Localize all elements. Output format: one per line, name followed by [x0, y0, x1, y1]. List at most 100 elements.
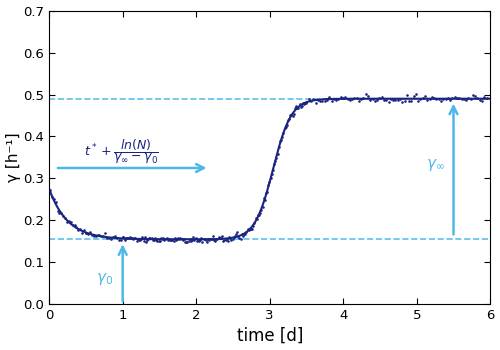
Point [167, 237, 175, 243]
Point [164, 237, 172, 243]
Point [189, 234, 197, 240]
Point [74, 228, 82, 233]
Point [376, 96, 384, 101]
Point [240, 232, 248, 237]
Point [217, 236, 225, 241]
Point [236, 235, 244, 240]
Point [170, 236, 178, 241]
Point [312, 101, 320, 106]
Point [254, 212, 262, 218]
Point [149, 237, 157, 243]
Point [152, 237, 160, 242]
Point [480, 94, 488, 99]
Point [146, 235, 154, 241]
Point [234, 233, 242, 238]
Point [222, 236, 230, 242]
Point [118, 234, 126, 240]
Point [202, 237, 210, 243]
Point [458, 96, 466, 101]
Point [276, 138, 284, 144]
Point [460, 96, 468, 101]
Point [61, 215, 69, 221]
Point [170, 238, 177, 244]
Point [326, 94, 334, 100]
Point [232, 231, 240, 236]
Point [159, 235, 167, 241]
Point [196, 237, 204, 243]
Point [98, 233, 106, 238]
Point [293, 105, 301, 111]
Point [172, 237, 180, 243]
Point [174, 236, 182, 241]
Point [162, 236, 170, 242]
Point [272, 159, 280, 164]
Point [371, 98, 379, 104]
Point [416, 97, 424, 102]
Point [220, 238, 228, 244]
Point [318, 99, 326, 104]
Point [92, 233, 100, 239]
Point [176, 236, 184, 241]
Point [96, 233, 104, 238]
Point [389, 98, 397, 103]
Point [206, 236, 214, 241]
Point [434, 96, 442, 102]
Point [154, 239, 162, 244]
Point [274, 145, 282, 150]
Point [283, 122, 291, 128]
Point [54, 208, 62, 213]
Point [302, 99, 310, 105]
Text: $\gamma_0$: $\gamma_0$ [96, 271, 113, 287]
Point [255, 212, 263, 218]
Point [195, 238, 203, 244]
Point [268, 171, 276, 177]
Point [250, 223, 258, 229]
Point [258, 208, 266, 213]
Point [144, 236, 152, 241]
Point [355, 98, 363, 103]
Point [366, 97, 374, 103]
Point [320, 98, 328, 104]
Point [126, 234, 134, 240]
Point [113, 236, 121, 241]
Point [410, 93, 418, 98]
Point [67, 220, 75, 225]
Point [228, 237, 236, 242]
Point [200, 236, 207, 241]
Text: $t^* + \dfrac{\mathit{ln}(N)}{\gamma_\infty - \gamma_0}$: $t^* + \dfrac{\mathit{ln}(N)}{\gamma_\in… [84, 137, 158, 166]
Point [450, 94, 458, 100]
Y-axis label: γ [h⁻¹]: γ [h⁻¹] [6, 133, 20, 182]
Point [396, 96, 404, 101]
Point [426, 96, 434, 102]
Point [350, 96, 358, 101]
Point [184, 238, 192, 244]
Point [151, 235, 159, 240]
Point [150, 237, 158, 243]
Point [346, 97, 354, 103]
Point [173, 237, 181, 242]
Point [360, 96, 368, 101]
Point [387, 96, 395, 102]
Point [132, 239, 140, 244]
Point [140, 238, 147, 243]
Point [266, 176, 274, 181]
Point [86, 229, 94, 234]
Point [166, 238, 174, 243]
Point [70, 222, 78, 228]
Point [430, 95, 438, 101]
X-axis label: time [d]: time [d] [236, 327, 303, 344]
Point [242, 230, 250, 235]
Point [339, 95, 347, 101]
Point [448, 95, 456, 101]
Point [182, 239, 190, 245]
Point [310, 97, 318, 102]
Point [368, 96, 376, 102]
Point [455, 95, 463, 101]
Point [188, 237, 196, 243]
Point [209, 234, 217, 239]
Point [105, 236, 113, 241]
Point [298, 103, 306, 109]
Point [418, 95, 426, 101]
Point [115, 237, 123, 243]
Point [264, 182, 272, 188]
